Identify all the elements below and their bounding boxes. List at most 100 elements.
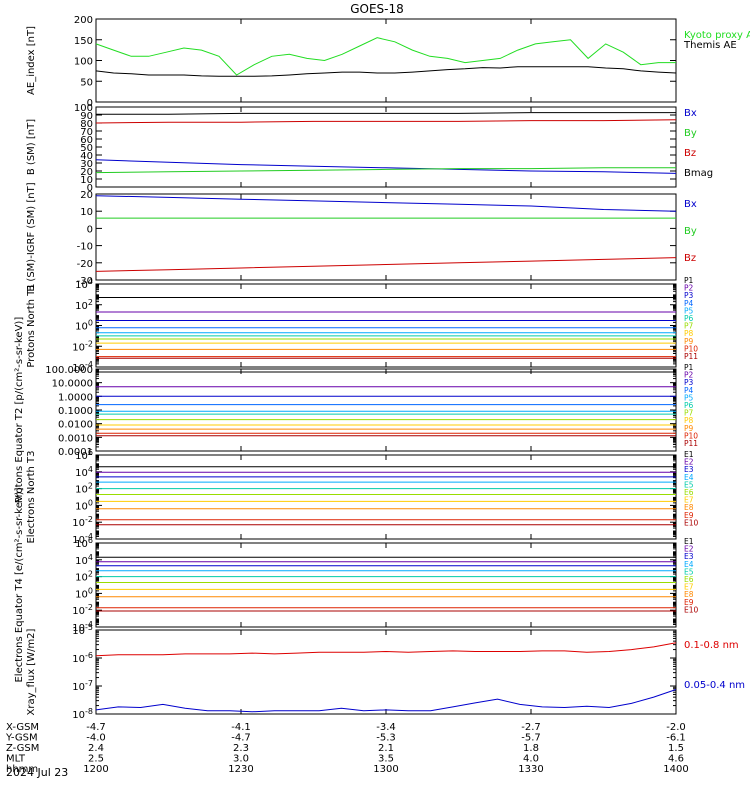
panel-frame	[95, 283, 677, 368]
series-line-Bz	[95, 119, 677, 124]
y-tick-label: 50	[80, 77, 93, 88]
date-label: 2024 Jul 23	[6, 766, 68, 779]
y-tick-label: 106	[75, 536, 93, 550]
y-tick-label: 10-7	[72, 679, 93, 693]
y-tick-label: 0	[87, 224, 93, 235]
y-tick-label: 0.0010	[58, 433, 93, 444]
y-axis-label: B (SM) [nT]	[26, 119, 37, 175]
legend-label: P4	[684, 386, 694, 395]
panel-1: 0 50 100 150 200 AE_index [nT] Kyoto proxy AET…	[26, 15, 750, 109]
panel-3: -30 -20 -10 0 10 20 B (SM)-IGRF (SM) [nT] Bx By B…	[26, 182, 697, 291]
row-value: -4.7	[86, 722, 106, 733]
y-tick-label: 10-2	[72, 603, 93, 617]
legend-label: E3	[684, 465, 694, 474]
row-value: -2.7	[521, 722, 541, 733]
panel-7: 10-4 10-2 100 102 104 106 Electrons Equator T4…	[14, 487, 699, 682]
row-value: -3.4	[376, 722, 396, 733]
row-value: -5.7	[521, 733, 541, 744]
row-label: X-GSM	[6, 722, 39, 733]
time-axis: X-GSM -4.7 -4.1 -3.4 -2.7 -2.0Y-GSM -4.0 -4.7 -5…	[5, 722, 689, 775]
y-axis-label: Protons North T1	[26, 283, 37, 367]
y-tick-label: 102	[75, 482, 93, 496]
series-line-0.05-0.4 nm	[95, 689, 677, 713]
y-tick-label: 10-8	[72, 707, 93, 721]
y-tick-label: 10-2	[72, 339, 93, 353]
legend-label: P11	[684, 439, 698, 448]
legend-label: E6	[684, 575, 694, 584]
panel-frame	[95, 454, 677, 540]
y-tick-label: 20	[80, 167, 93, 178]
y-tick-label: 100	[75, 498, 93, 512]
legend-label: P1	[684, 276, 694, 285]
series-line-Bz	[95, 257, 677, 272]
y-tick-label: 0.0100	[58, 420, 93, 431]
y-tick-label: 10-2	[72, 515, 93, 529]
y-tick-label: 100	[75, 586, 93, 600]
y-tick-label: 30	[80, 159, 93, 170]
legend-label: E7	[684, 496, 694, 505]
series-line-Themis AE	[95, 66, 677, 77]
y-tick-label: 104	[75, 553, 93, 567]
legend-label: P1	[684, 363, 694, 372]
y-tick-label: 60	[80, 135, 93, 146]
legend-label: E2	[684, 458, 694, 467]
y-tick-label: 0	[87, 183, 93, 194]
y-tick-label: -20	[77, 259, 93, 270]
legend-label: P2	[684, 284, 694, 293]
legend-label: P8	[684, 416, 694, 425]
panel-frame	[95, 18, 677, 103]
legend-label: Themis AE	[683, 40, 737, 51]
y-tick-label: 10-4	[72, 532, 93, 546]
series-line-Bx	[95, 195, 677, 212]
row-value: 1200	[83, 764, 108, 775]
legend-label: P5	[684, 393, 694, 402]
legend-label: 0.1-0.8 nm	[684, 640, 739, 651]
legend-label: P2	[684, 371, 694, 380]
row-value: 1400	[663, 764, 688, 775]
row-value: 2.4	[88, 743, 104, 754]
legend-label: P6	[684, 401, 694, 410]
legend-label: By	[684, 226, 697, 237]
row-label: Y-GSM	[5, 733, 38, 744]
series-line-Kyoto proxy AE	[95, 37, 676, 76]
legend-label: E1	[684, 537, 694, 546]
legend-label: E5	[684, 480, 694, 489]
legend-label: E1	[684, 450, 694, 459]
legend-label: P3	[684, 378, 694, 387]
y-tick-label: 0.1000	[58, 406, 93, 417]
legend-label: E8	[684, 590, 694, 599]
y-tick-label: 1.0000	[58, 392, 93, 403]
y-tick-label: 10	[80, 175, 93, 186]
panel-frame	[95, 106, 677, 188]
row-value: -4.1	[231, 722, 251, 733]
y-axis-label: Xray_flux [W/m2]	[26, 628, 37, 715]
row-value: 1300	[373, 764, 398, 775]
legend-label: Bmag	[684, 168, 713, 179]
panel-8: 10-8 10-7 10-6 10-5 Xray_flux [W/m2] 0.1-0.8 …	[26, 623, 745, 721]
row-value: -2.0	[666, 722, 686, 733]
y-tick-label: 10-4	[72, 620, 93, 634]
legend-label: P5	[684, 306, 694, 315]
row-value: 2.1	[378, 743, 394, 754]
y-tick-label: 10	[80, 207, 93, 218]
row-value: -5.3	[376, 733, 396, 744]
y-axis-label: Protons Equator T2 [p/(cm²-s-sr-keV)]	[14, 317, 25, 504]
panel-frame	[95, 193, 677, 281]
row-value: 3.5	[378, 754, 394, 765]
row-value: 1.5	[668, 743, 684, 754]
series-line-Bx	[95, 159, 677, 174]
y-tick-label: 100.0000	[45, 365, 93, 376]
y-tick-label: 0	[87, 98, 93, 109]
legend-label: By	[684, 128, 697, 139]
legend-label: P3	[684, 291, 694, 300]
legend-label: E8	[684, 503, 694, 512]
legend-label: P9	[684, 337, 694, 346]
legend-label: P4	[684, 299, 694, 308]
legend-label: P11	[684, 352, 698, 361]
row-value: -4.7	[231, 733, 251, 744]
panel-6: 10-4 10-2 100 102 104 106 Electrons North T3 E1…	[26, 448, 699, 546]
y-tick-label: 10-6	[72, 651, 93, 665]
legend-label: Bx	[684, 199, 697, 210]
